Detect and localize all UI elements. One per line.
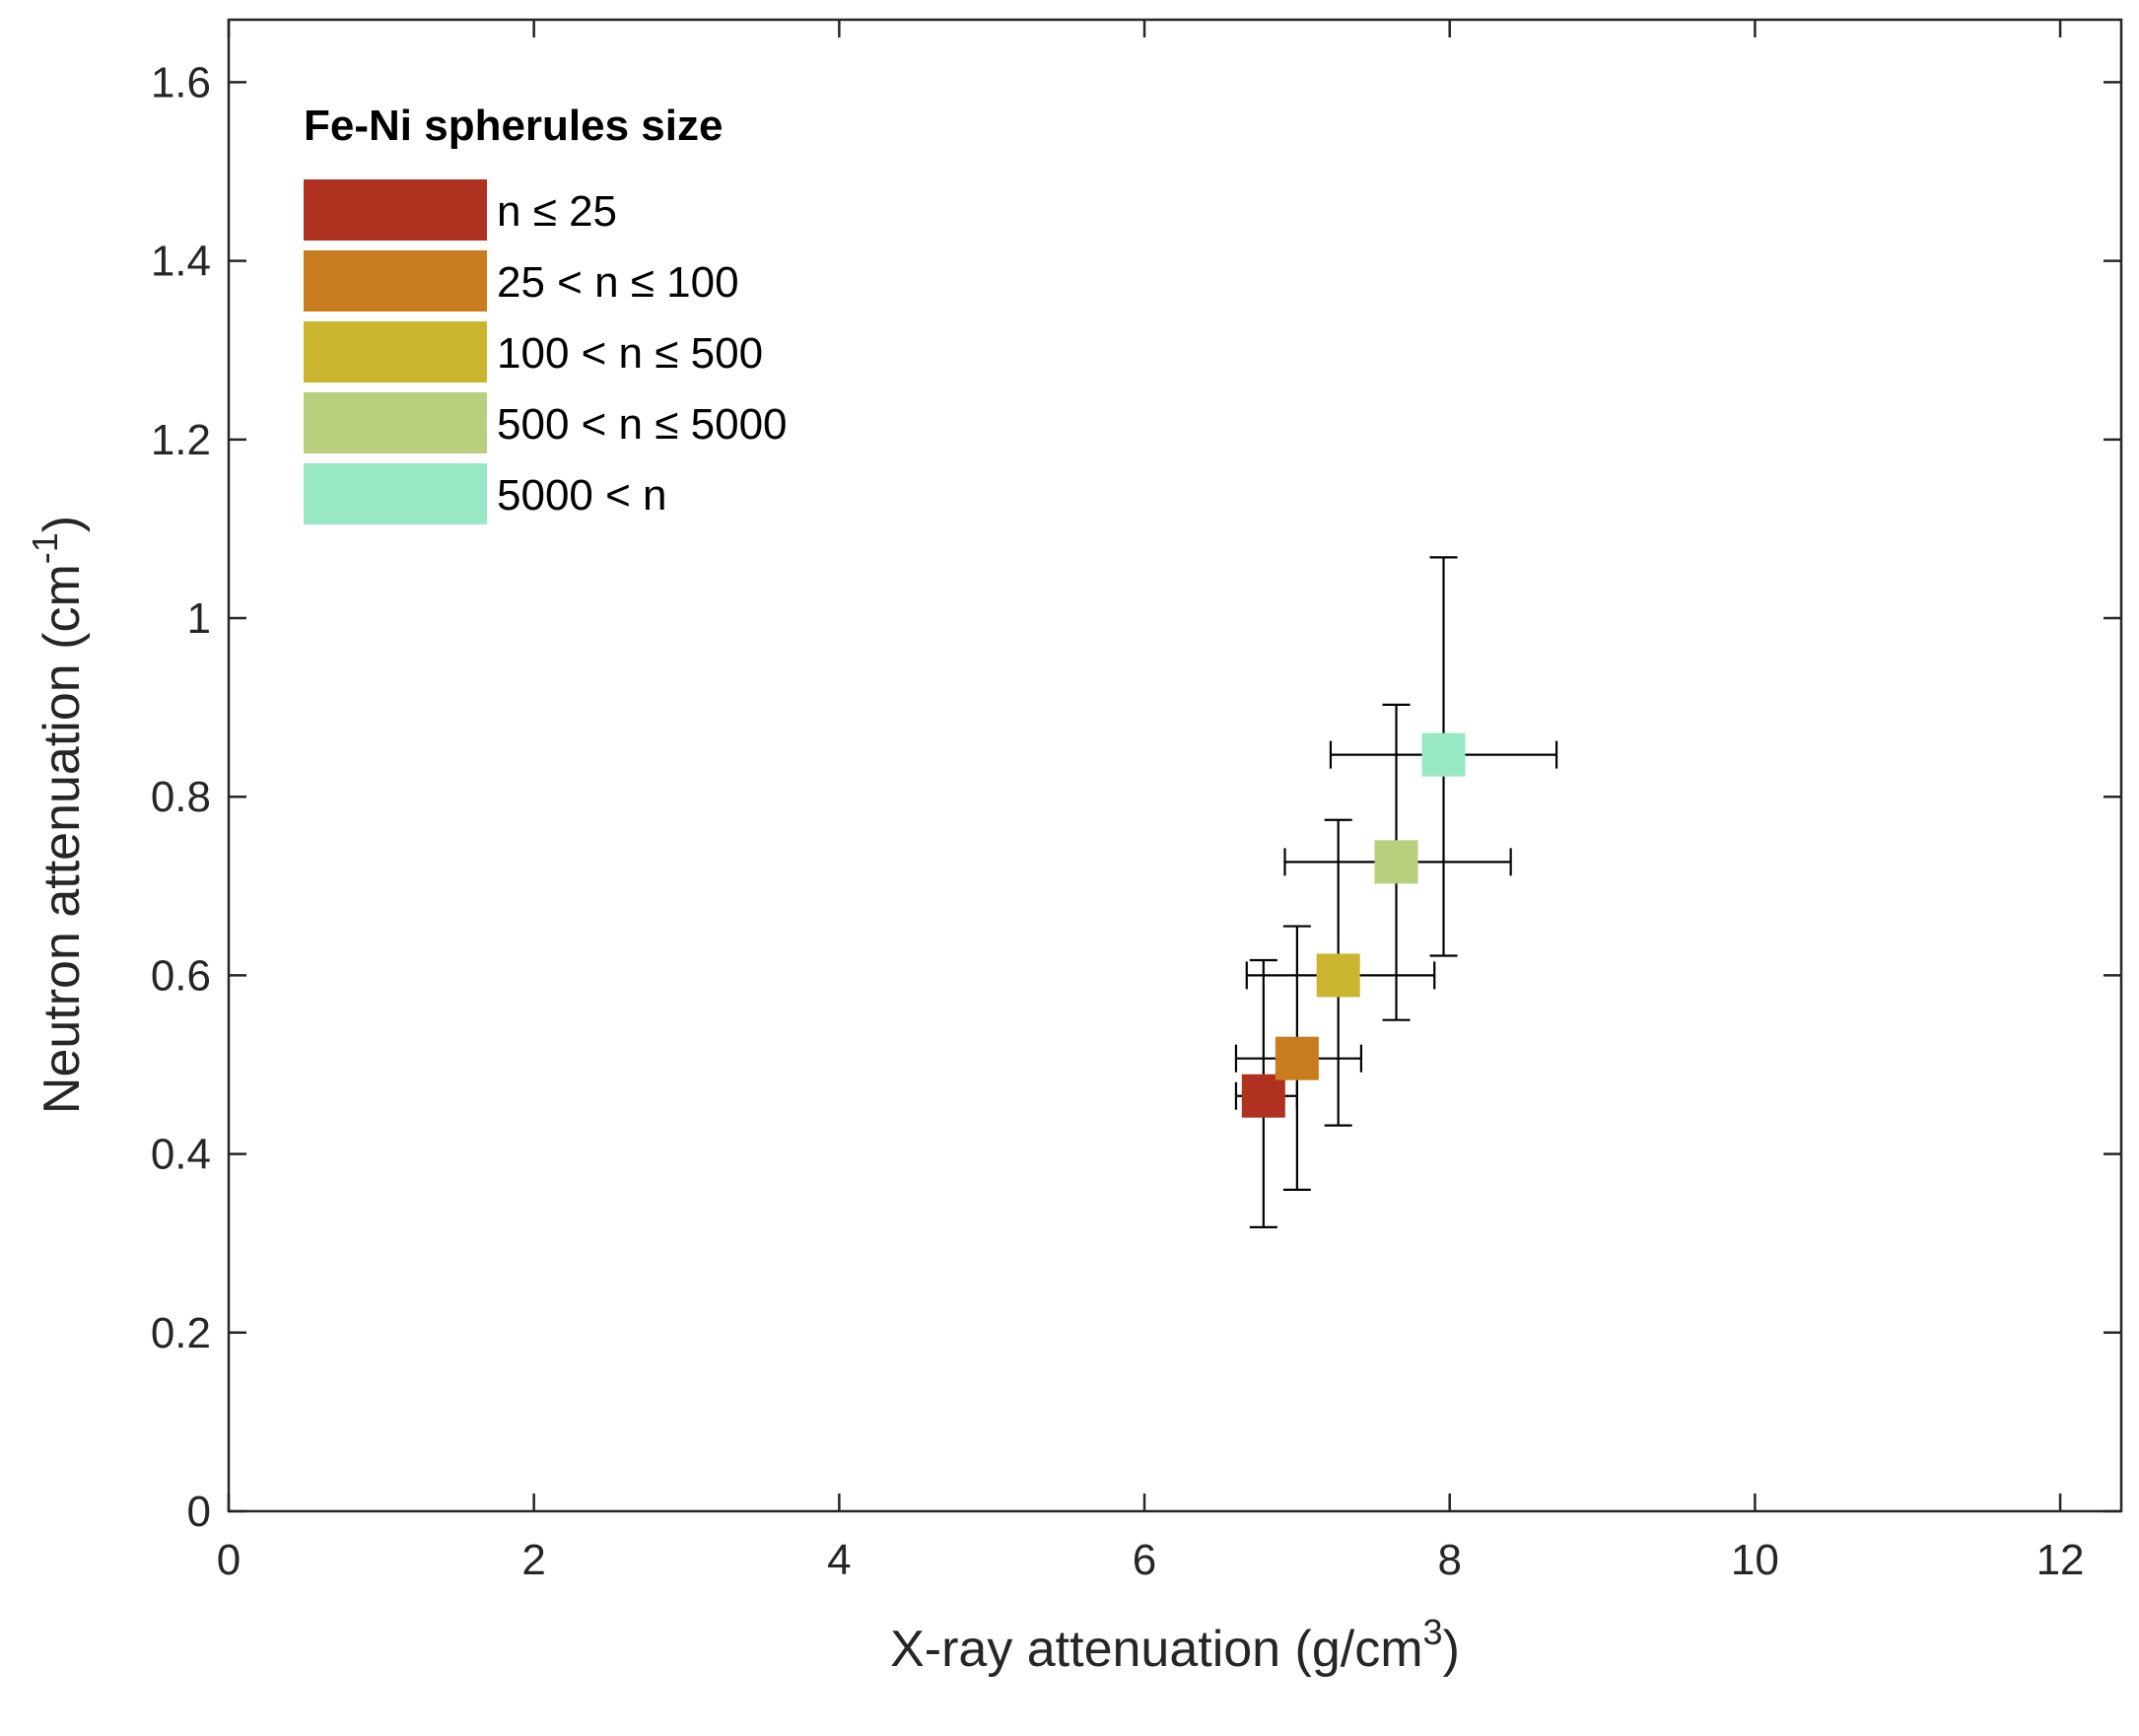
legend-swatch bbox=[304, 321, 487, 382]
y-tick-label: 0 bbox=[187, 1488, 211, 1536]
legend-swatch bbox=[304, 392, 487, 453]
y-axis-title-suffix: ) bbox=[34, 516, 91, 532]
legend-swatch bbox=[304, 179, 487, 241]
y-tick-label: 1.4 bbox=[151, 238, 211, 286]
x-tick-label: 4 bbox=[827, 1536, 851, 1584]
data-point-marker bbox=[1421, 732, 1466, 777]
y-tick-label: 1 bbox=[187, 594, 211, 643]
x-axis-ticks: 0 2 4 6 8 10 12 bbox=[217, 20, 2085, 1584]
data-point-marker bbox=[1275, 1036, 1319, 1080]
x-tick-label: 0 bbox=[217, 1536, 241, 1584]
plot-area bbox=[227, 18, 2123, 1513]
x-axis-title: X-ray attenuation (g/cm3) bbox=[890, 1612, 1460, 1678]
y-tick-label: 0.8 bbox=[151, 773, 211, 821]
x-tick-label: 10 bbox=[1731, 1536, 1779, 1584]
x-axis-title-suffix: ) bbox=[1443, 1621, 1460, 1678]
data-point-marker bbox=[1316, 953, 1360, 998]
x-tick-label: 6 bbox=[1133, 1536, 1156, 1584]
plot-frame bbox=[227, 18, 2123, 1513]
x-tick-label: 12 bbox=[2036, 1536, 2085, 1584]
y-axis-title-text: Neutron attenuation (cm bbox=[34, 564, 91, 1114]
x-axis-title-superscript: 3 bbox=[1423, 1612, 1443, 1652]
legend-label: 25 < n ≤ 100 bbox=[497, 258, 739, 307]
legend-title: Fe-Ni spherules size bbox=[304, 102, 723, 150]
legend-label: n ≤ 25 bbox=[497, 187, 617, 236]
y-tick-label: 0.2 bbox=[151, 1309, 211, 1357]
data-point-marker bbox=[1241, 1074, 1285, 1118]
y-tick-label: 0.4 bbox=[151, 1131, 211, 1179]
x-axis-title-text: X-ray attenuation (g/cm bbox=[890, 1621, 1422, 1678]
data-point-marker bbox=[1374, 840, 1418, 884]
legend-swatch bbox=[304, 463, 487, 524]
y-axis-ticks: 0 0.2 0.4 0.6 0.8 1 1.2 1.4 1.6 bbox=[151, 58, 2121, 1536]
y-axis-title: Neutron attenuation (cm-1) bbox=[25, 516, 91, 1114]
legend: Fe-Ni spherules size n ≤ 25 25 < n ≤ 100 1… bbox=[304, 102, 788, 524]
data-markers bbox=[1241, 732, 1466, 1118]
y-axis-title-superscript: -1 bbox=[25, 532, 65, 564]
legend-label: 5000 < n bbox=[497, 471, 667, 520]
legend-label: 100 < n ≤ 500 bbox=[497, 329, 763, 378]
x-tick-label: 2 bbox=[521, 1536, 545, 1584]
y-tick-label: 0.6 bbox=[151, 951, 211, 1000]
legend-swatch bbox=[304, 250, 487, 312]
y-tick-label: 1.6 bbox=[151, 58, 211, 106]
x-tick-label: 8 bbox=[1437, 1536, 1461, 1584]
legend-label: 500 < n ≤ 5000 bbox=[497, 400, 788, 449]
y-tick-label: 1.2 bbox=[151, 416, 211, 464]
